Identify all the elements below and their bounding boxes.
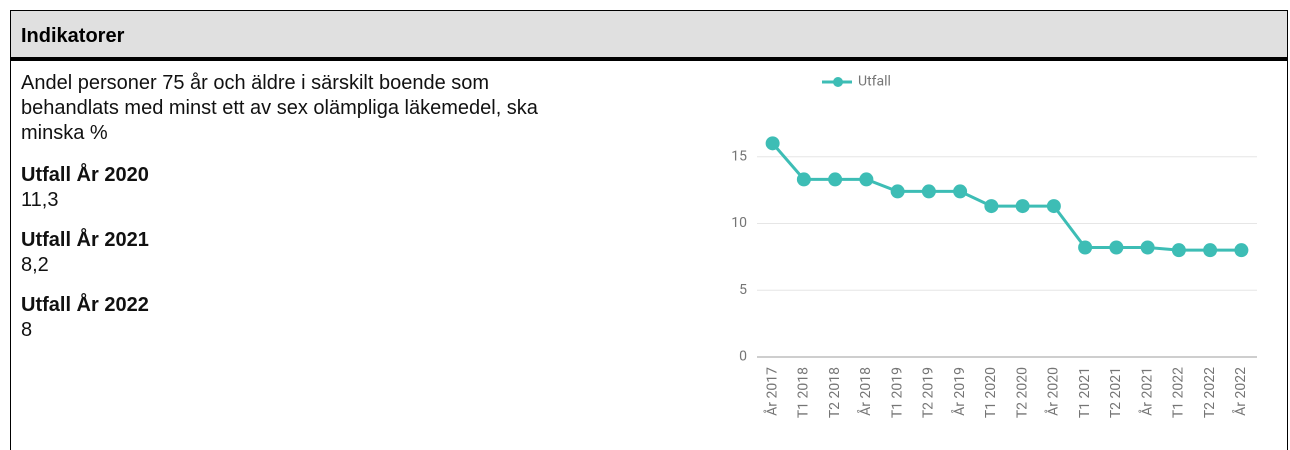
data-point: [921, 184, 936, 199]
x-tick-label: År 2017: [762, 367, 780, 416]
data-point: [1234, 243, 1249, 258]
x-tick-label: T2 2019: [921, 367, 937, 418]
x-tick-label: År 2019: [950, 367, 968, 416]
data-point: [1140, 240, 1155, 255]
x-tick-label: T1 2022: [1171, 367, 1187, 418]
data-point: [796, 172, 811, 187]
legend-label: Utfall: [858, 74, 891, 90]
x-tick-label: T2 2018: [827, 367, 843, 418]
y-tick-label: 0: [739, 349, 747, 365]
y-tick-label: 10: [731, 215, 747, 231]
data-point: [1078, 240, 1093, 255]
outcomes: Utfall År 2020 11,3 Utfall År 2021 8,2 Utfal…: [21, 163, 681, 343]
x-tick-label: T2 2020: [1014, 367, 1030, 418]
panel-header: Indikatorer: [11, 11, 1287, 61]
legend-marker: [833, 77, 843, 87]
outcome: Utfall År 2022 8: [21, 293, 681, 343]
outcome-value: 8: [21, 319, 33, 341]
x-tick-label: År 2020: [1044, 367, 1062, 416]
x-tick-label: År 2021: [1137, 367, 1155, 416]
description: Andel personer 75 år och äldre i särskil…: [21, 72, 538, 144]
x-tick-label: År 2022: [1231, 367, 1249, 416]
data-point: [984, 199, 999, 214]
data-point: [953, 184, 968, 199]
series-line: [771, 142, 1242, 252]
data-point: [859, 172, 874, 187]
outcome-label: Utfall År 2021: [21, 229, 149, 251]
indicator-text: Andel personer 75 år och äldre i särskil…: [21, 71, 681, 358]
x-tick-label: T2 2022: [1202, 367, 1218, 418]
y-tick-label: 5: [739, 282, 747, 298]
x-tick-label: T1 2019: [889, 367, 905, 418]
outcome-value: 8,2: [21, 254, 49, 276]
data-point: [1171, 243, 1186, 258]
data-point: [1046, 199, 1061, 214]
x-tick-label: T1 2021: [1077, 367, 1093, 418]
outcome: Utfall År 2021 8,2: [21, 228, 681, 278]
panel: Indikatorer Andel personer 75 år och äld…: [10, 10, 1288, 450]
data-point: [1015, 199, 1030, 214]
outcome: Utfall År 2020 11,3: [21, 163, 681, 213]
data-point: [1109, 240, 1124, 255]
data-point: [890, 184, 905, 199]
x-tick-label: År 2018: [856, 367, 874, 416]
x-tick-label: T1 2020: [983, 367, 999, 418]
outcome-label: Utfall År 2020: [21, 164, 149, 186]
y-tick-label: 15: [731, 148, 747, 164]
x-tick-label: T1 2018: [796, 367, 812, 418]
outcome-value: 11,3: [21, 189, 59, 211]
x-tick-label: T2 2021: [1108, 367, 1124, 418]
data-point: [765, 136, 780, 151]
header-title: Indikatorer: [21, 25, 125, 47]
data-point: [828, 172, 843, 187]
data-point: [1203, 243, 1218, 258]
outcome-label: Utfall År 2022: [21, 294, 149, 316]
